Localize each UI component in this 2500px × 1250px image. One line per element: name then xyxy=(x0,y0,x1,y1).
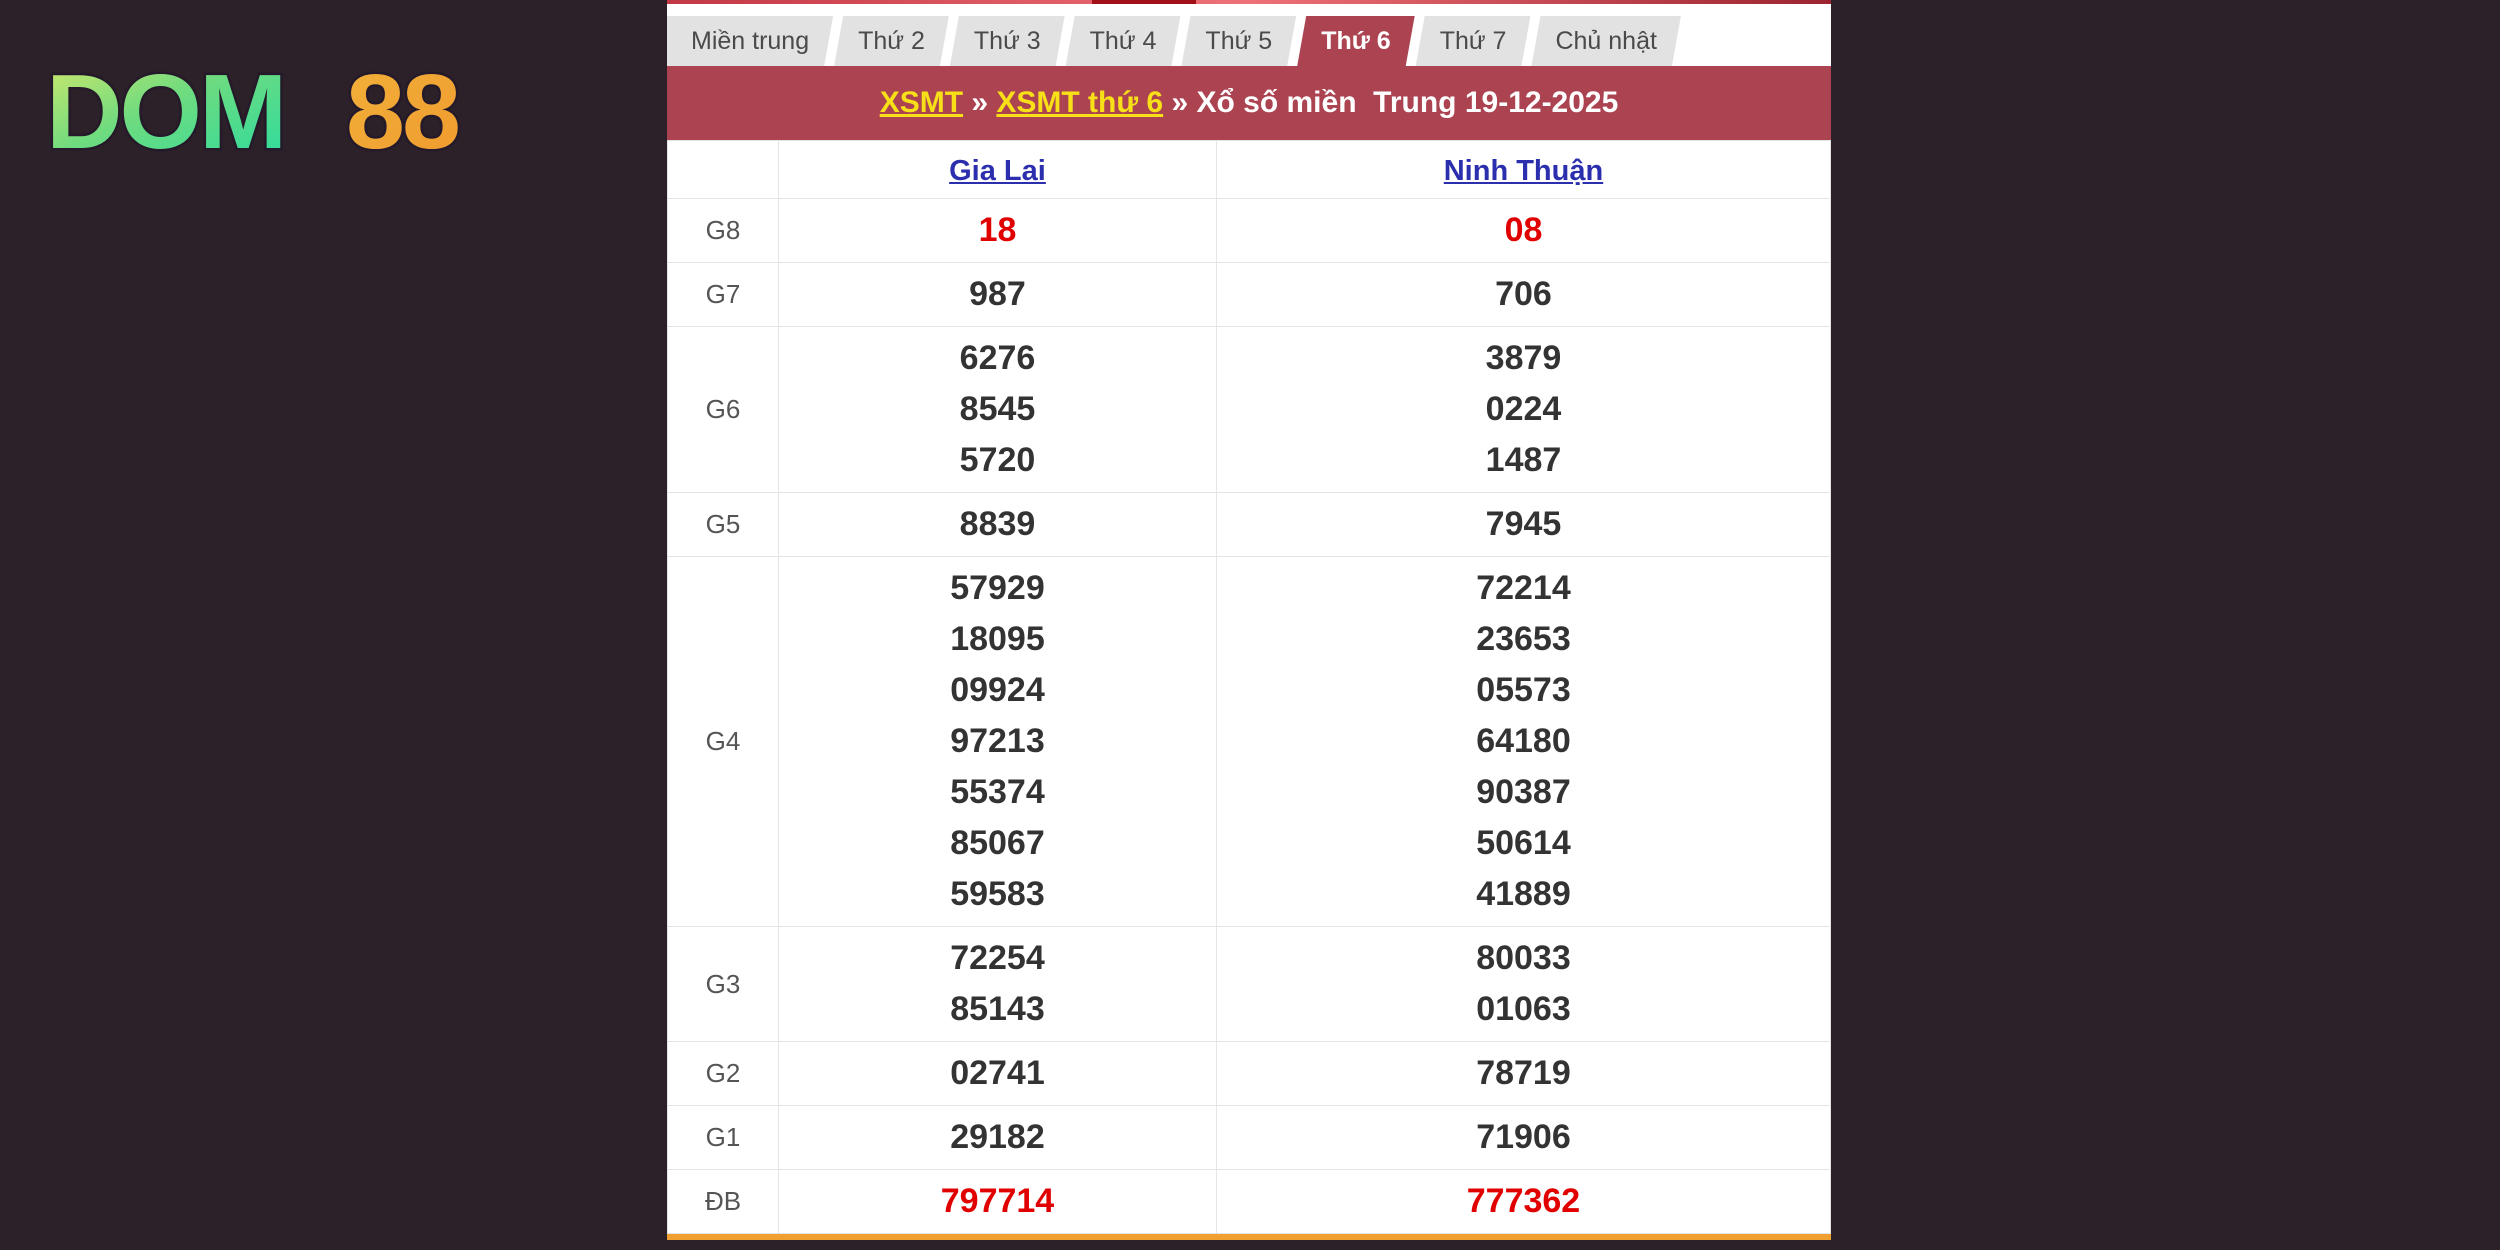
svg-text:DOM: DOM xyxy=(46,62,284,171)
svg-text:88: 88 xyxy=(346,62,458,171)
